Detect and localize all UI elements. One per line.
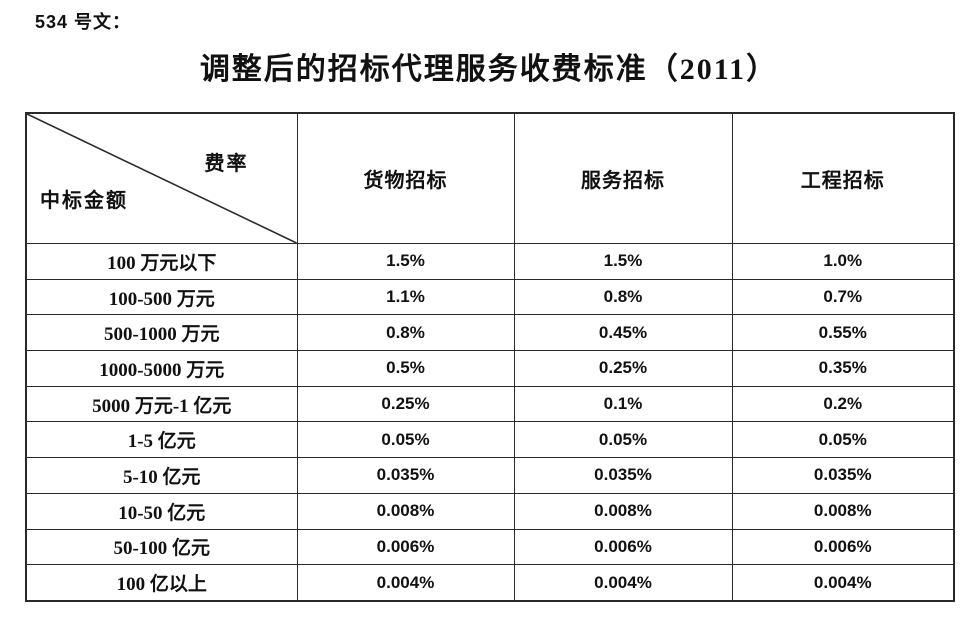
diagonal-divider-line	[27, 114, 297, 243]
table-row: 100 亿以上 0.004% 0.004% 0.004%	[25, 564, 955, 602]
header-row: 费率 中标金额 货物招标 服务招标 工程招标	[25, 112, 955, 244]
rate-cell: 0.008%	[513, 492, 733, 530]
amount-cell: 100 亿以上	[25, 564, 298, 602]
table-row: 100 万元以下 1.5% 1.5% 1.0%	[25, 243, 955, 280]
rate-cell: 0.004%	[296, 564, 515, 602]
rate-cell: 0.1%	[513, 385, 733, 423]
rate-cell: 0.8%	[296, 314, 515, 352]
rate-cell: 0.25%	[296, 385, 515, 423]
rate-cell: 0.7%	[731, 278, 955, 316]
amount-cell: 100-500 万元	[25, 278, 298, 316]
page-title: 调整后的招标代理服务收费标准（2011）	[199, 53, 779, 86]
column-header-goods: 货物招标	[296, 112, 515, 244]
rate-cell: 1.0%	[731, 243, 955, 280]
rate-cell: 1.1%	[296, 278, 515, 316]
table-row: 500-1000 万元 0.8% 0.45% 0.55%	[25, 314, 955, 352]
rate-cell: 0.008%	[731, 492, 955, 530]
table-row: 100-500 万元 1.1% 0.8% 0.7%	[25, 278, 955, 316]
table-row: 5-10 亿元 0.035% 0.035% 0.035%	[25, 457, 955, 494]
rate-cell: 1.5%	[296, 243, 515, 280]
rate-cell: 0.008%	[296, 492, 515, 530]
rate-cell: 0.004%	[513, 564, 733, 602]
amount-cell: 100 万元以下	[25, 243, 298, 280]
table-row: 50-100 亿元 0.006% 0.006% 0.006%	[25, 528, 955, 566]
rate-cell: 0.006%	[731, 528, 955, 566]
amount-cell: 5000 万元-1 亿元	[25, 385, 298, 423]
rate-cell: 1.5%	[513, 243, 733, 280]
table-row: 1-5 亿元 0.05% 0.05% 0.05%	[25, 421, 955, 459]
rate-cell: 0.8%	[513, 278, 733, 316]
table-row: 1000-5000 万元 0.5% 0.25% 0.35%	[25, 350, 955, 387]
corner-header-cell: 费率 中标金额	[25, 112, 298, 244]
rate-cell: 0.45%	[513, 314, 733, 352]
amount-cell: 50-100 亿元	[25, 528, 298, 566]
rate-cell: 0.035%	[731, 457, 955, 494]
rate-cell: 0.55%	[731, 314, 955, 352]
rate-cell: 0.05%	[296, 421, 515, 459]
table-row: 10-50 亿元 0.008% 0.008% 0.008%	[25, 492, 955, 530]
column-header-engineering: 工程招标	[731, 112, 955, 244]
rate-cell: 0.006%	[296, 528, 515, 566]
rate-cell: 0.25%	[513, 350, 733, 387]
column-header-services: 服务招标	[513, 112, 733, 244]
rate-cell: 0.05%	[513, 421, 733, 459]
table-row: 5000 万元-1 亿元 0.25% 0.1% 0.2%	[25, 385, 955, 423]
amount-cell: 5-10 亿元	[25, 457, 298, 494]
doc-number-label: 534 号文：	[35, 12, 132, 32]
rate-cell: 0.035%	[513, 457, 733, 494]
corner-label-amount: 中标金额	[40, 190, 128, 212]
amount-cell: 1000-5000 万元	[25, 350, 298, 387]
rate-cell: 0.05%	[731, 421, 955, 459]
rate-cell: 0.2%	[731, 385, 955, 423]
rate-cell: 0.35%	[731, 350, 955, 387]
amount-cell: 1-5 亿元	[25, 421, 298, 459]
amount-cell: 10-50 亿元	[25, 492, 298, 530]
amount-cell: 500-1000 万元	[25, 314, 298, 352]
fee-table: 费率 中标金额 货物招标 服务招标 工程招标 100 万元以下 1.5% 1.5…	[25, 112, 955, 602]
rate-cell: 0.5%	[296, 350, 515, 387]
corner-label-rate: 费率	[204, 153, 249, 175]
rate-cell: 0.004%	[731, 564, 955, 602]
rate-cell: 0.006%	[513, 528, 733, 566]
rate-cell: 0.035%	[296, 457, 515, 494]
